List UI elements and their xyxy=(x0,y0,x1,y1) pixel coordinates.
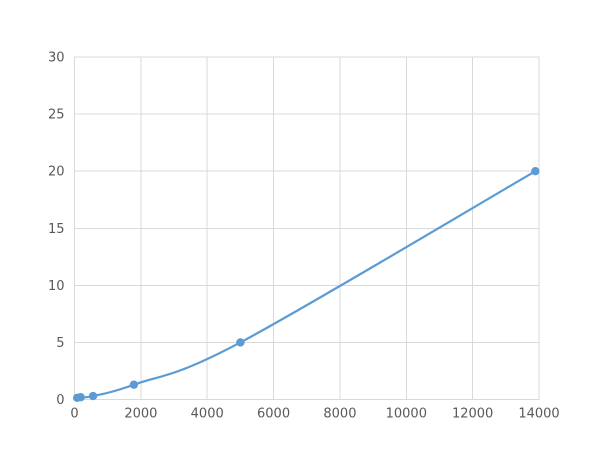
series-line xyxy=(76,170,537,399)
x-tick-label: 2000 xyxy=(124,407,157,422)
y-tick-label: 20 xyxy=(48,165,65,180)
y-tick-label: 30 xyxy=(48,51,65,66)
y-tick-label: 25 xyxy=(48,108,65,123)
y-tick-label: 15 xyxy=(48,222,65,237)
x-tick-label: 4000 xyxy=(191,407,224,422)
y-tick-label: 0 xyxy=(56,393,64,408)
y-tick-label: 10 xyxy=(48,279,65,294)
x-tick-label: 6000 xyxy=(257,407,290,422)
data-point-marker xyxy=(236,338,245,347)
y-tick-label: 5 xyxy=(56,336,64,351)
data-point-marker xyxy=(531,166,540,176)
data-point-marker xyxy=(76,393,85,402)
data-point-marker xyxy=(129,380,139,389)
x-tick-label: 0 xyxy=(70,407,78,422)
x-tick-label: 14000 xyxy=(518,407,559,422)
plot-border xyxy=(74,56,540,400)
x-tick-label: 8000 xyxy=(323,407,356,422)
data-point-marker xyxy=(88,391,98,401)
x-tick-label: 10000 xyxy=(386,407,427,422)
x-tick-label: 12000 xyxy=(452,407,493,422)
